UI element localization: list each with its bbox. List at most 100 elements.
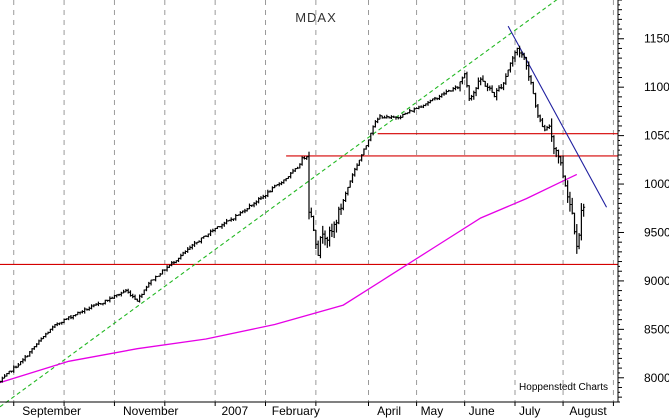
- price-bar-209: [476, 77, 480, 90]
- price-bar-241: [550, 118, 554, 142]
- price-bar-117: [266, 189, 270, 198]
- price-bar-98: [222, 221, 226, 227]
- x-tick-label-2: 2007: [221, 404, 248, 418]
- x-tick-label-8: August: [569, 404, 607, 418]
- y-tick-label-9500: 9500: [644, 225, 669, 239]
- price-bar-145: [330, 223, 334, 238]
- price-bar-79: [179, 253, 183, 260]
- price-bar-65: [147, 281, 151, 288]
- price-bar-233: [531, 81, 535, 95]
- price-bar-11: [23, 355, 27, 362]
- y-tick-label-9000: 9000: [644, 274, 669, 288]
- price-bar-75: [170, 261, 174, 267]
- price-bar-207: [472, 90, 476, 100]
- price-bar-137: [312, 215, 316, 232]
- x-tick-label-1: November: [123, 404, 178, 418]
- y-tick-label-8000: 8000: [644, 371, 669, 385]
- x-tick-label-5: May: [421, 404, 444, 418]
- price-bars: [0, 45, 586, 383]
- price-bar-40: [90, 304, 94, 310]
- price-bar-105: [238, 211, 242, 216]
- price-bar-122: [277, 182, 281, 187]
- price-bar-165: [376, 117, 380, 124]
- price-bar-187: [426, 101, 430, 106]
- price-bar-237: [540, 117, 544, 128]
- price-bar-70: [158, 273, 162, 277]
- price-bar-103: [234, 213, 238, 221]
- price-bar-219: [499, 84, 503, 90]
- price-bar-17: [37, 339, 41, 345]
- price-bar-81: [183, 250, 187, 255]
- price-bar-160: [364, 145, 368, 150]
- price-bar-82: [186, 247, 190, 253]
- price-bar-255: [582, 203, 586, 217]
- price-bar-144: [328, 226, 332, 247]
- price-bar-85: [193, 240, 197, 247]
- price-bar-249: [568, 191, 572, 212]
- price-bar-192: [437, 94, 441, 100]
- price-bar-37: [83, 307, 87, 314]
- price-bar-58: [131, 293, 135, 299]
- y-tick-label-10000: 10000: [644, 177, 669, 191]
- price-bar-156: [355, 163, 359, 171]
- y-tick-label-8500: 8500: [644, 322, 669, 336]
- price-bar-231: [527, 61, 531, 81]
- price-bar-166: [378, 114, 382, 120]
- price-bar-210: [479, 77, 483, 86]
- price-bar-138: [314, 229, 318, 250]
- chart-credit: Hoppenstedt Charts: [519, 382, 608, 393]
- price-bar-204: [465, 71, 469, 88]
- price-bar-239: [545, 125, 549, 131]
- x-tick-label-7: July: [519, 404, 540, 418]
- price-bar-254: [579, 203, 583, 241]
- price-bar-252: [575, 224, 579, 254]
- price-bar-119: [270, 186, 274, 193]
- chart-title: MDAX: [295, 10, 337, 25]
- price-bar-227: [518, 45, 522, 58]
- y-tick-label-11000: 11000: [644, 80, 669, 94]
- price-bar-152: [346, 186, 350, 196]
- price-bar-218: [497, 85, 501, 92]
- price-bar-223: [508, 62, 512, 73]
- moving-average-line: [0, 173, 578, 384]
- price-bar-123: [280, 181, 284, 186]
- price-bar-190: [433, 96, 437, 101]
- price-bar-31: [69, 314, 73, 320]
- price-bar-73: [165, 265, 169, 272]
- x-tick-label-0: September: [22, 404, 81, 418]
- price-bar-248: [566, 180, 570, 203]
- trend-line-0: [0, 0, 558, 408]
- price-bar-140: [318, 236, 322, 259]
- price-bar-135: [307, 151, 311, 220]
- price-bar-99: [225, 218, 229, 225]
- price-bar-6: [12, 365, 16, 373]
- price-bar-199: [453, 85, 457, 91]
- price-bar-211: [481, 75, 485, 82]
- price-bar-201: [458, 81, 462, 92]
- price-bar-133: [302, 156, 306, 160]
- price-bar-250: [570, 197, 574, 215]
- price-bar-18: [39, 337, 43, 342]
- price-bar-48: [108, 296, 112, 303]
- price-bar-222: [506, 69, 510, 77]
- price-bar-92: [209, 229, 213, 237]
- price-bar-112: [254, 200, 258, 206]
- x-tick-label-4: April: [377, 404, 401, 418]
- y-tick-label-11500: 11500: [644, 32, 669, 46]
- price-bar-221: [504, 73, 508, 85]
- price-bar-139: [316, 240, 320, 256]
- price-bar-198: [451, 87, 455, 92]
- price-bar-215: [490, 85, 494, 93]
- price-bar-66: [149, 279, 153, 286]
- price-bar-141: [321, 225, 325, 244]
- price-bar-147: [334, 219, 338, 233]
- price-bar-161: [367, 139, 371, 148]
- price-bar-56: [126, 288, 130, 294]
- price-bar-53: [119, 291, 123, 297]
- price-bar-23: [51, 325, 55, 331]
- price-bar-242: [552, 135, 556, 155]
- x-tick-label-6: June: [469, 404, 495, 418]
- price-bar-246: [561, 155, 565, 179]
